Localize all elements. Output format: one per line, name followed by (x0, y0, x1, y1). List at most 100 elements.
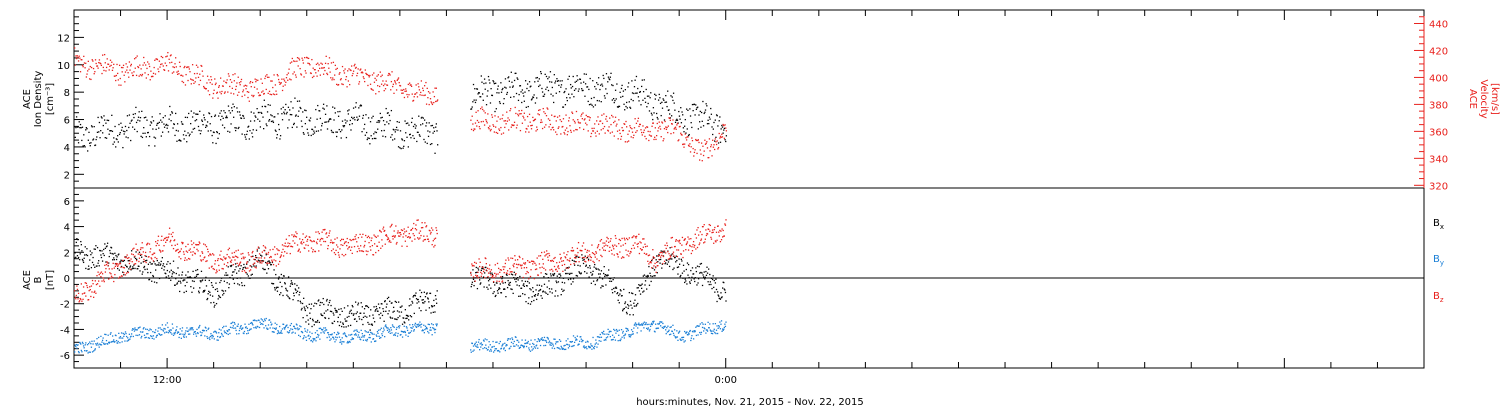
density-point (679, 118, 681, 120)
velocity-point (127, 72, 129, 74)
velocity-point (204, 88, 207, 90)
bz-point (154, 256, 156, 259)
by-point (290, 328, 292, 330)
density-point (87, 150, 89, 152)
by-point (89, 341, 91, 343)
by-point (389, 332, 391, 335)
by-point (179, 328, 181, 330)
density-point (199, 110, 201, 112)
bz-point (490, 269, 493, 271)
bz-point (289, 252, 291, 255)
bx-point (233, 271, 235, 273)
by-point (213, 331, 215, 333)
bx-point (330, 310, 333, 313)
velocity-point (642, 125, 644, 127)
by-point (211, 337, 213, 339)
bx-point (526, 285, 528, 287)
by-point (141, 335, 143, 338)
by-point (480, 346, 482, 348)
by-point (675, 337, 677, 339)
velocity-point (686, 136, 688, 138)
by-point (146, 333, 148, 335)
bz-point (216, 270, 218, 273)
velocity-point (124, 81, 126, 83)
density-point (193, 112, 195, 114)
bx-point (477, 267, 479, 269)
density-point (536, 97, 538, 99)
bx-point (248, 259, 251, 261)
density-point (678, 115, 681, 117)
bx-point (76, 255, 79, 257)
bx-point (288, 297, 290, 299)
by-point (538, 339, 540, 341)
velocity-point (712, 146, 714, 148)
density-point (194, 120, 196, 122)
density-point (244, 134, 246, 136)
bz-point (268, 256, 271, 259)
bz-point (413, 234, 415, 237)
density-point (558, 84, 560, 87)
by-point (197, 332, 199, 335)
velocity-point (654, 136, 656, 138)
by-point (506, 344, 508, 346)
by-point (394, 334, 396, 337)
bz-point (155, 244, 157, 247)
by-point (232, 325, 234, 327)
bz-point (410, 228, 413, 231)
density-point (235, 127, 237, 129)
by-point (424, 325, 427, 327)
velocity-point (328, 67, 330, 69)
velocity-point (644, 127, 647, 129)
bz-point (387, 238, 390, 240)
velocity-point (140, 68, 142, 70)
by-point (243, 332, 245, 335)
density-point (146, 119, 148, 121)
bz-point (239, 262, 241, 264)
density-point (649, 97, 651, 99)
by-point (233, 321, 236, 324)
by-point (370, 341, 372, 343)
density-point (259, 126, 262, 128)
bz-point (142, 247, 144, 249)
velocity-point (229, 85, 231, 88)
density-point (173, 123, 176, 126)
by-point (308, 338, 310, 340)
by-point (173, 332, 175, 334)
bx-point (535, 289, 537, 291)
velocity-point (132, 74, 134, 77)
density-point (376, 121, 378, 123)
bz-point (398, 232, 400, 234)
density-point (170, 120, 172, 122)
bx-point (610, 277, 612, 279)
bx-point (218, 296, 220, 298)
by-point (406, 329, 409, 332)
bx-point (433, 299, 435, 302)
velocity-point (87, 60, 89, 62)
by-point (711, 330, 713, 332)
bx-point (692, 273, 695, 275)
bz-point (247, 267, 249, 269)
bz-point (232, 256, 234, 258)
bz-point (470, 271, 472, 274)
density-point (344, 119, 346, 121)
velocity-point (428, 103, 430, 106)
bx-point (183, 291, 185, 294)
density-point (586, 86, 589, 88)
density-point (269, 104, 271, 106)
by-point (430, 323, 433, 325)
velocity-point (554, 131, 557, 133)
density-point (167, 124, 169, 127)
velocity-point (536, 128, 539, 131)
density-point (534, 102, 537, 104)
velocity-point (596, 120, 598, 122)
by-point (80, 349, 83, 352)
bx-point (404, 309, 407, 311)
density-point (604, 97, 606, 99)
bx-point (361, 318, 363, 321)
bx-point (281, 277, 284, 279)
bx-point (207, 293, 209, 295)
by-point (646, 327, 648, 330)
velocity-point (482, 120, 484, 123)
velocity-point (307, 57, 310, 60)
bx-point (213, 301, 215, 304)
